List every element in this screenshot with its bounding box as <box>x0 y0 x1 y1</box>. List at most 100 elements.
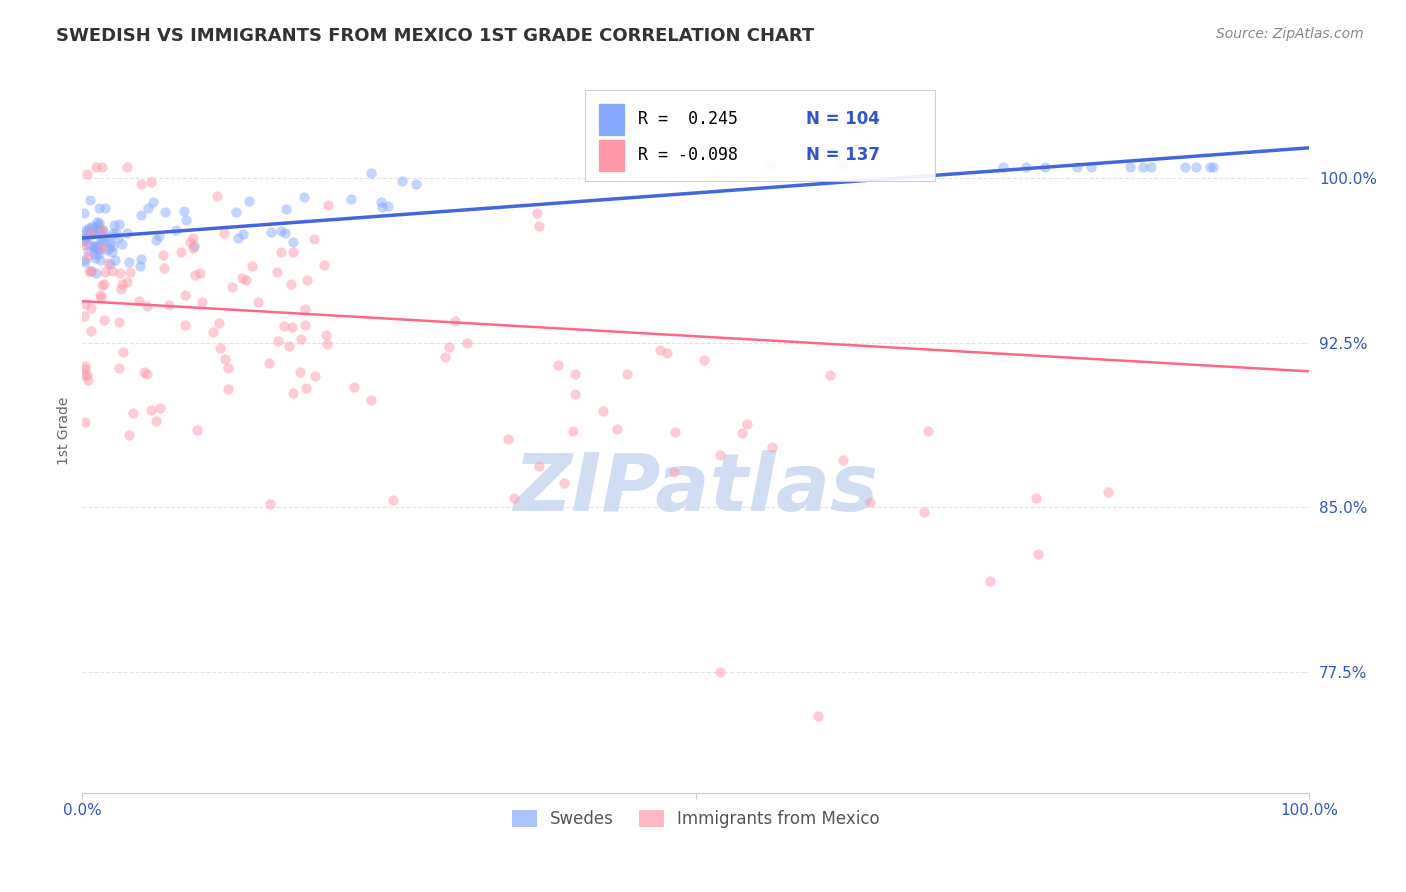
Point <box>115 275 138 289</box>
Point <box>228 231 250 245</box>
Point <box>664 425 686 440</box>
Point <box>259 497 281 511</box>
Point <box>616 367 638 381</box>
Point <box>1132 161 1154 175</box>
Point <box>1202 161 1225 175</box>
Point <box>115 161 138 175</box>
Point <box>72 230 94 244</box>
Point <box>115 226 138 240</box>
Point <box>292 190 315 204</box>
Point <box>283 385 305 400</box>
Point <box>108 361 131 376</box>
Point <box>266 265 288 279</box>
Point <box>79 226 101 240</box>
Point <box>231 271 253 285</box>
Point <box>553 475 575 490</box>
Point <box>83 238 105 252</box>
Point <box>278 339 301 353</box>
Point <box>132 365 155 379</box>
Point <box>1174 161 1197 175</box>
Point <box>184 268 207 282</box>
Point <box>80 324 103 338</box>
Point <box>129 177 152 191</box>
Point <box>312 258 335 272</box>
Point <box>991 161 1014 175</box>
Point <box>90 233 112 247</box>
Point <box>232 227 254 241</box>
Point <box>90 241 112 255</box>
Point <box>606 422 628 436</box>
Point <box>94 265 117 279</box>
Point <box>316 337 339 351</box>
Text: SWEDISH VS IMMIGRANTS FROM MEXICO 1ST GRADE CORRELATION CHART: SWEDISH VS IMMIGRANTS FROM MEXICO 1ST GR… <box>56 27 814 45</box>
Point <box>76 167 98 181</box>
Point <box>108 218 131 232</box>
Point <box>290 365 312 379</box>
Point <box>122 406 145 420</box>
Point <box>547 358 569 372</box>
Point <box>1080 161 1102 175</box>
Point <box>97 241 120 255</box>
Point <box>183 239 205 253</box>
Point <box>820 368 842 383</box>
Point <box>103 226 125 240</box>
Point <box>153 261 176 276</box>
Point <box>174 318 197 332</box>
Point <box>280 277 302 292</box>
Point <box>439 340 461 354</box>
Point <box>107 230 129 244</box>
Point <box>339 192 361 206</box>
Point <box>73 368 96 382</box>
Point <box>260 225 283 239</box>
Point <box>129 252 152 266</box>
Point <box>381 492 404 507</box>
Point <box>129 259 152 273</box>
Point <box>360 392 382 407</box>
Point <box>80 219 103 233</box>
Point <box>93 313 115 327</box>
Point <box>128 293 150 308</box>
Point <box>561 424 583 438</box>
Point <box>235 273 257 287</box>
Point <box>77 238 100 252</box>
Point <box>89 216 111 230</box>
Point <box>103 218 125 232</box>
Point <box>139 175 162 189</box>
Point <box>526 206 548 220</box>
Point <box>225 205 247 219</box>
Point <box>80 301 103 316</box>
Point <box>174 288 197 302</box>
Point <box>79 264 101 278</box>
Point <box>456 335 478 350</box>
Point <box>979 574 1001 589</box>
Point <box>173 204 195 219</box>
Text: Source: ZipAtlas.com: Source: ZipAtlas.com <box>1216 27 1364 41</box>
Point <box>110 282 132 296</box>
Point <box>709 665 731 679</box>
Point <box>294 318 316 333</box>
Point <box>343 379 366 393</box>
Point <box>290 333 312 347</box>
Point <box>209 341 232 355</box>
Point <box>564 367 586 381</box>
Point <box>91 223 114 237</box>
Point <box>304 369 326 384</box>
Point <box>240 259 263 273</box>
Point <box>274 202 297 216</box>
Point <box>73 227 96 241</box>
Point <box>360 166 382 180</box>
Point <box>1033 161 1056 175</box>
Point <box>205 189 228 203</box>
Point <box>139 402 162 417</box>
Y-axis label: 1st Grade: 1st Grade <box>58 396 72 465</box>
Point <box>111 237 134 252</box>
Point <box>270 244 292 259</box>
Legend: Swedes, Immigrants from Mexico: Swedes, Immigrants from Mexico <box>505 804 887 835</box>
Point <box>118 427 141 442</box>
Point <box>221 279 243 293</box>
Point <box>761 440 783 454</box>
Point <box>1026 547 1049 561</box>
Point <box>73 297 96 311</box>
Point <box>136 201 159 215</box>
Point <box>217 382 239 396</box>
